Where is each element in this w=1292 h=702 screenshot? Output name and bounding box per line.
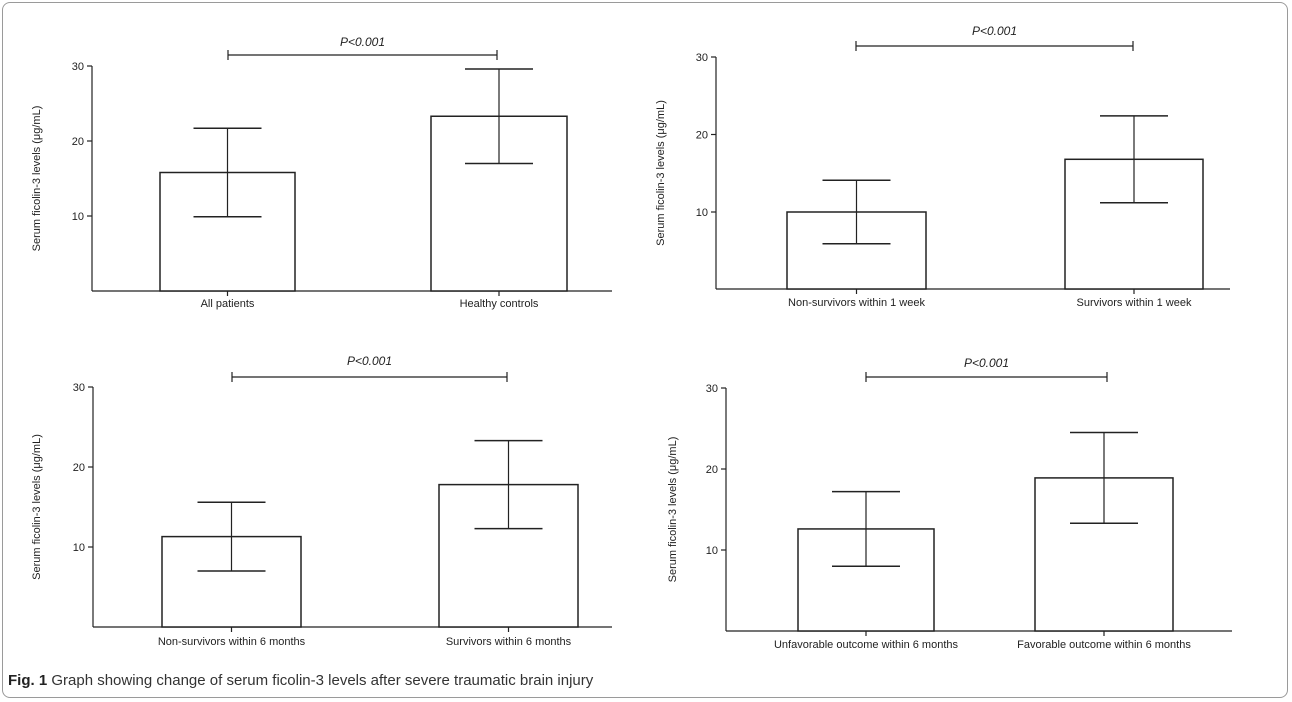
chart-3-y-tick-label: 10 — [73, 542, 85, 554]
chart-1-p-value-label: P<0.001 — [340, 35, 385, 49]
chart-1-y-axis-label: Serum ficolin-3 levels (μg/mL) — [31, 106, 43, 252]
chart-1-y-tick-label: 30 — [72, 61, 84, 73]
chart-1-category-label: Healthy controls — [460, 298, 539, 310]
chart-2-y-axis-label: Serum ficolin-3 levels (μg/mL) — [655, 100, 667, 246]
chart-2-category-label: Survivors within 1 week — [1077, 297, 1192, 309]
chart-2-y-tick-label: 20 — [696, 130, 708, 142]
chart-1-y-tick-label: 20 — [72, 136, 84, 148]
chart-3-category-label: Non-survivors within 6 months — [158, 636, 306, 648]
chart-3-p-value-label: P<0.001 — [347, 354, 392, 368]
chart-2-p-value-label: P<0.001 — [972, 24, 1017, 38]
chart-3-y-tick-label: 20 — [73, 462, 85, 474]
chart-1-y-tick-label: 10 — [72, 211, 84, 223]
chart-1-category-label: All patients — [201, 298, 255, 310]
chart-3-y-tick-label: 30 — [73, 382, 85, 394]
chart-3-y-axis-label: Serum ficolin-3 levels (μg/mL) — [31, 434, 43, 580]
chart-4-y-tick-label: 30 — [706, 383, 718, 395]
chart-2-y-tick-label: 30 — [696, 52, 708, 64]
chart-3-category-label: Survivors within 6 months — [446, 636, 572, 648]
chart-4-category-label: Favorable outcome within 6 months — [1017, 639, 1191, 651]
chart-2-y-tick-label: 10 — [696, 207, 708, 219]
chart-4-y-tick-label: 10 — [706, 545, 718, 557]
chart-4-y-tick-label: 20 — [706, 464, 718, 476]
figure-label: Fig. 1 — [8, 672, 48, 689]
chart-4-category-label: Unfavorable outcome within 6 months — [774, 639, 959, 651]
chart-4-y-axis-label: Serum ficolin-3 levels (μg/mL) — [667, 437, 679, 583]
figure-caption-text: Graph showing change of serum ficolin-3 … — [51, 672, 594, 689]
chart-2-category-label: Non-survivors within 1 week — [788, 297, 925, 309]
figure-caption: Fig. 1 Graph showing change of serum fic… — [8, 672, 593, 689]
chart-4-p-value-label: P<0.001 — [964, 356, 1009, 370]
